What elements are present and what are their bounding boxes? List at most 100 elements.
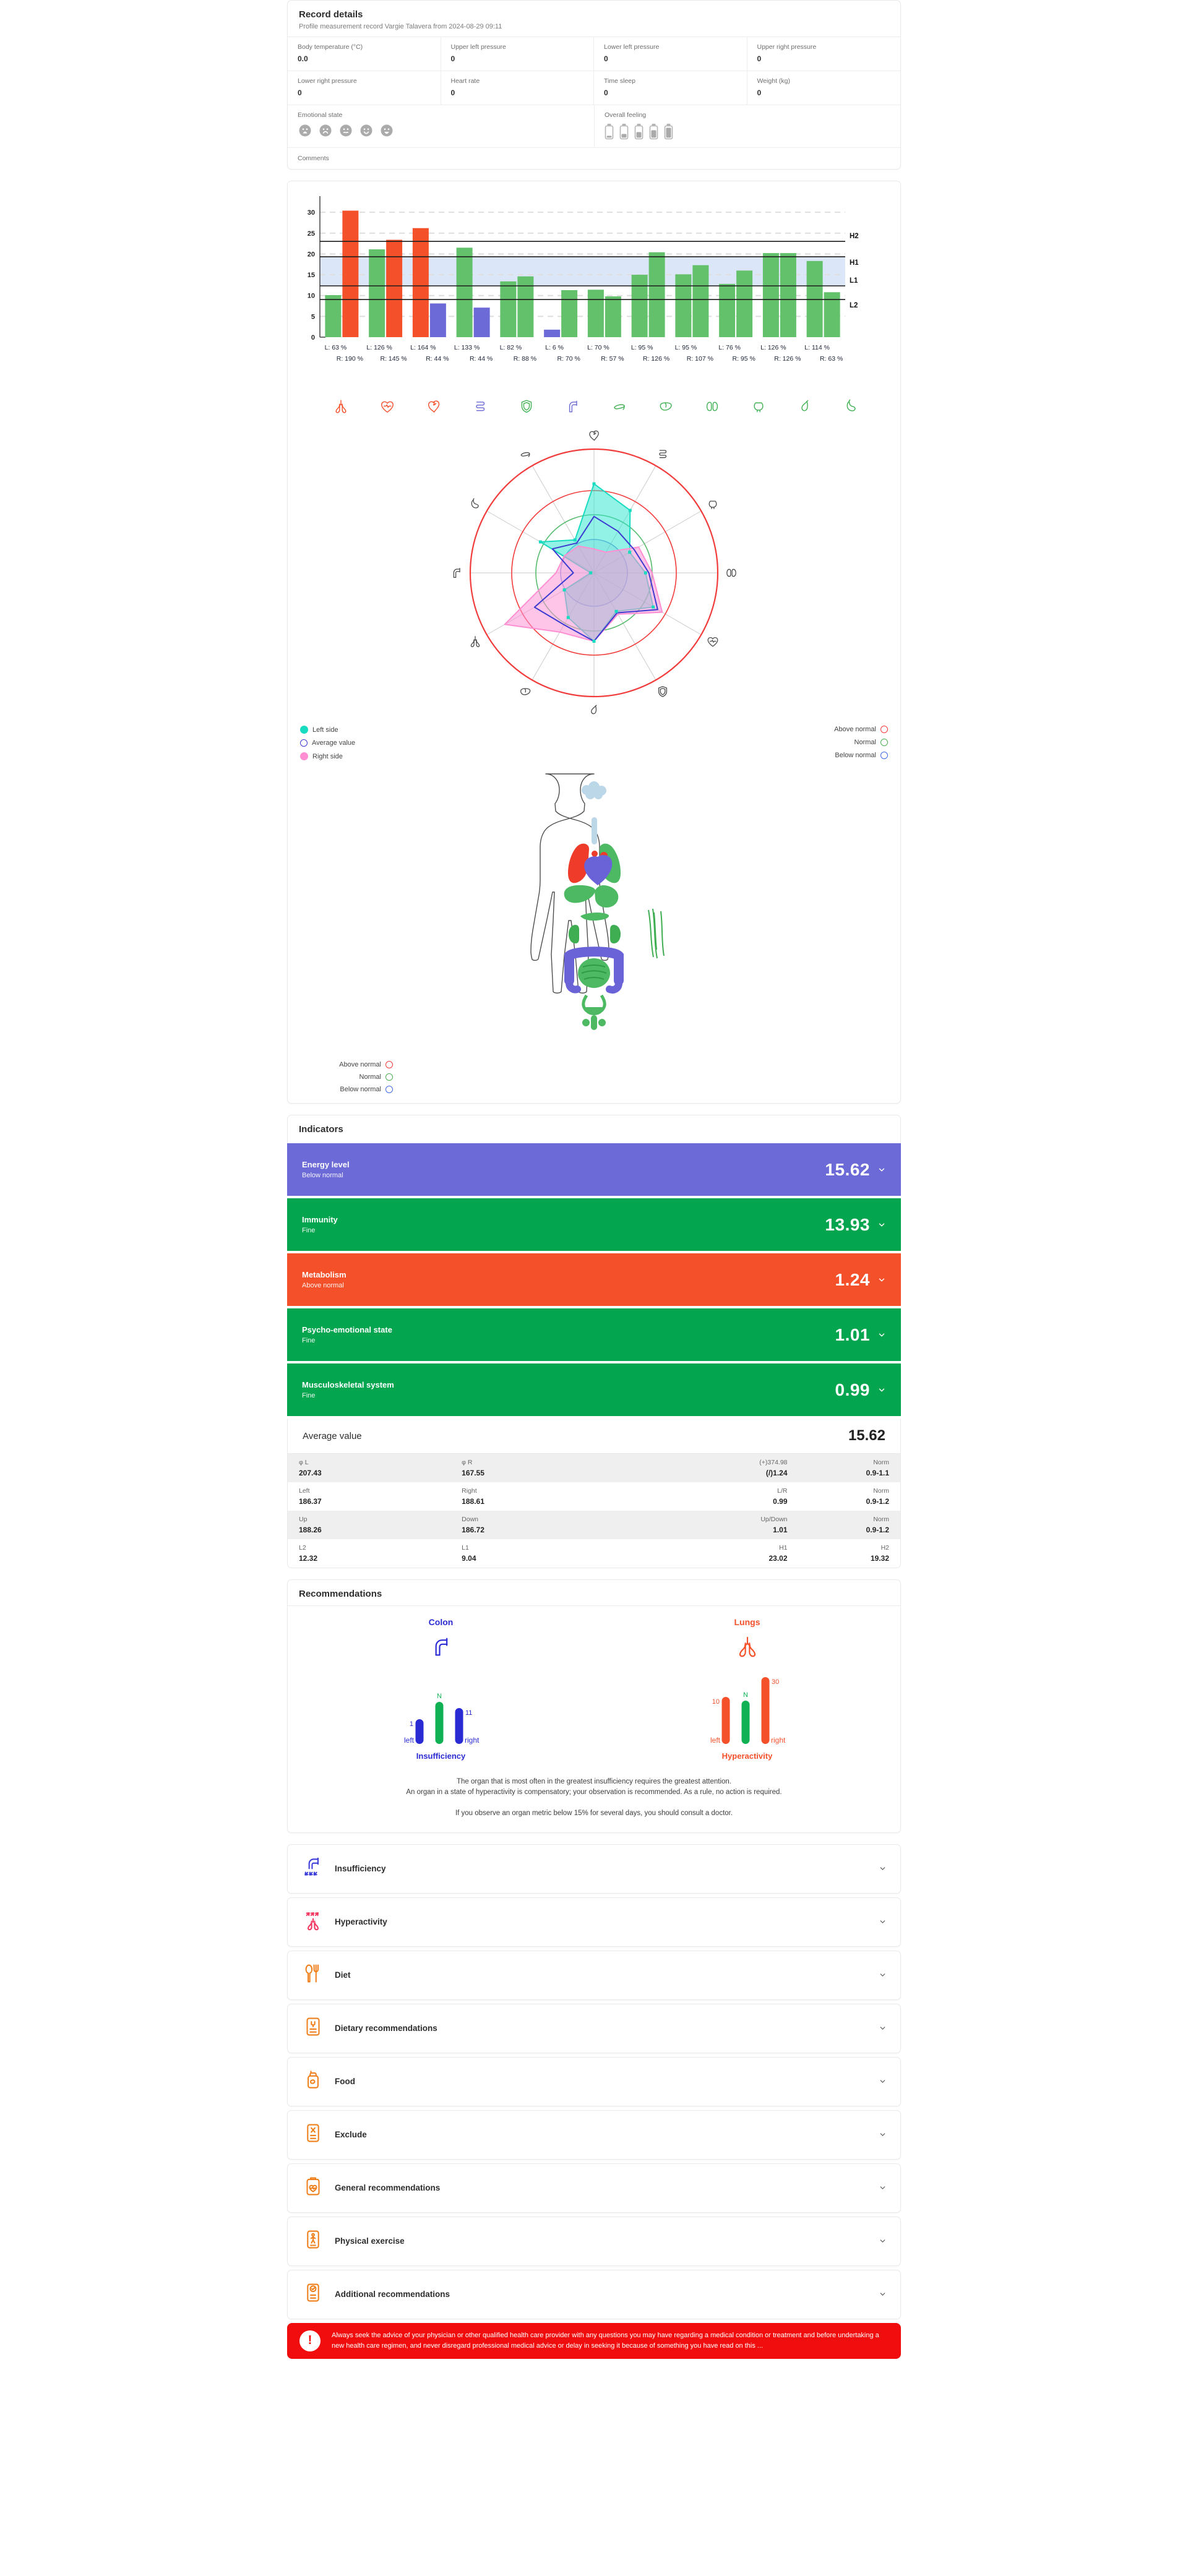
- bar-left-gallbladder: [762, 253, 779, 337]
- svg-text:L: 6 %: L: 6 %: [545, 344, 564, 351]
- recommendations-card: Recommendations Colon 1 N 11 left right Insuff…: [287, 1579, 901, 1833]
- record-field: Time sleep 0: [594, 71, 747, 105]
- very-sad-face-icon[interactable]: [298, 123, 312, 138]
- confused-face-icon[interactable]: [338, 123, 353, 138]
- colon-icon: [435, 1638, 447, 1656]
- chevron-down-icon: [879, 1333, 885, 1336]
- svg-text:L: 133 %: L: 133 %: [454, 344, 480, 351]
- accordion-label: Dietary recommendations: [335, 2024, 437, 2033]
- stats-row: Left 186.37 Right 188.61 L/R 0.99 Norm 0.9-1.2: [299, 1487, 889, 1506]
- svg-text:R: 126 %: R: 126 %: [774, 355, 801, 363]
- svg-text:R: 63 %: R: 63 %: [820, 355, 843, 363]
- legend-ring: [880, 752, 888, 759]
- battery-55-icon[interactable]: [634, 123, 644, 140]
- legend-item: Right side: [300, 752, 355, 760]
- recommendation-accordion: Insufficiency Hyperactivity Diet Dietary re…: [287, 1844, 901, 2319]
- legend-item: Below normal: [300, 1086, 393, 1093]
- chevron-down-icon: [879, 1168, 885, 1171]
- legend-item: Below normal: [834, 752, 888, 759]
- accordion-label: Insufficiency: [335, 1864, 386, 1874]
- accordion-label: Additional recommendations: [335, 2290, 450, 2299]
- accordion-item-exclude[interactable]: Exclude: [287, 2110, 901, 2160]
- legend-ring: [880, 739, 888, 746]
- svg-text:15: 15: [308, 272, 315, 279]
- bladder-icon: [708, 500, 717, 509]
- indicator-row-musculoskeletal-system[interactable]: Musculoskeletal system Fine 0.99: [287, 1363, 901, 1416]
- bar-right-stomach: [824, 292, 840, 337]
- accordion-label: Food: [335, 2077, 355, 2087]
- accordion-item-dietary-recommendations[interactable]: Dietary recommendations: [287, 2003, 901, 2053]
- accordion-item-hyperactivity[interactable]: Hyperactivity: [287, 1897, 901, 1947]
- indicators-title: Indicators: [299, 1124, 343, 1135]
- battery-20-icon[interactable]: [605, 123, 614, 140]
- accordion-item-general-recommendations[interactable]: General recommendations: [287, 2163, 901, 2213]
- body-diagram: [530, 773, 665, 1030]
- accordion-item-food[interactable]: Food: [287, 2056, 901, 2106]
- record-fields-grid: Body temperature (°C) 0.0 Upper left press…: [288, 37, 900, 105]
- bladder-shape: [584, 1007, 604, 1015]
- comments-field[interactable]: Comments: [288, 147, 900, 169]
- chevron-down-icon: [880, 2293, 885, 2296]
- accordion-item-additional-recommendations[interactable]: Additional recommendations: [287, 2269, 901, 2319]
- radar-axis-intestine-icon: [656, 447, 669, 461]
- doc-exercise-icon: [307, 2230, 319, 2249]
- accordion-item-diet[interactable]: Diet: [287, 1950, 901, 2000]
- record-field: Upper left pressure 0: [441, 37, 594, 71]
- page-title: Record details: [299, 9, 363, 20]
- chevron-down-icon: [879, 1388, 885, 1391]
- cardio-icon: [589, 430, 599, 441]
- bar-right-bladder: [736, 270, 753, 337]
- organ-caption: Hyperactivity: [721, 1751, 773, 1761]
- record-field: Weight (kg) 0: [747, 71, 900, 105]
- chevron-down-icon: [879, 1278, 885, 1281]
- bar-left-liver: [631, 275, 648, 337]
- indicator-row-metabolism[interactable]: Metabolism Above normal 1.24: [287, 1253, 901, 1306]
- battery-75-icon[interactable]: [649, 123, 658, 140]
- accordion-item-insufficiency[interactable]: Insufficiency: [287, 1844, 901, 1894]
- organ-name: Colon: [428, 1617, 454, 1627]
- battery-100-icon[interactable]: [664, 123, 673, 140]
- record-field: Lower right pressure 0: [288, 71, 441, 105]
- sad-face-icon[interactable]: [318, 123, 333, 138]
- indicator-value: 15.62: [825, 1159, 870, 1179]
- bar-left-cardio: [412, 228, 429, 337]
- svg-text:5: 5: [311, 313, 315, 320]
- svg-text:10: 10: [308, 293, 315, 300]
- overall-feeling-rating[interactable]: [605, 123, 890, 140]
- doc-check-icon: [307, 2283, 319, 2302]
- accordion-label: Diet: [335, 1970, 351, 1980]
- kidneys-icon: [726, 569, 736, 577]
- gallbladder-icon: [591, 705, 597, 715]
- happy-face-icon[interactable]: [379, 123, 394, 138]
- svg-text:L: 63 %: L: 63 %: [325, 344, 347, 351]
- record-field: Lower left pressure 0: [594, 37, 747, 71]
- battery-40-icon[interactable]: [619, 123, 629, 140]
- organ-name: Lungs: [734, 1617, 760, 1627]
- svg-text:L: 126 %: L: 126 %: [366, 344, 392, 351]
- kidneys-icon: [689, 398, 735, 418]
- chevron-down-icon: [880, 2027, 885, 2030]
- accordion-item-physical-exercise[interactable]: Physical exercise: [287, 2216, 901, 2266]
- pancreas-icon: [613, 404, 625, 410]
- chevron-down-icon: [880, 1973, 885, 1977]
- bladder-icon: [753, 402, 764, 413]
- liver-shape: [564, 885, 595, 903]
- kidneys-icon: [706, 401, 718, 411]
- bar-left-heart: [369, 249, 385, 337]
- svg-text:left: left: [403, 1736, 414, 1745]
- feelings-row: Emotional state Overall feeling: [288, 105, 900, 147]
- svg-text:left: left: [710, 1736, 720, 1745]
- lungs-icon: [335, 400, 346, 413]
- body-diagram-legend: Above normal Normal Below normal: [288, 1058, 405, 1103]
- svg-text:10: 10: [712, 1698, 719, 1706]
- smile-face-icon[interactable]: [359, 123, 374, 138]
- bar-right-heart: [386, 239, 403, 337]
- indicator-row-immunity[interactable]: Immunity Fine 13.93: [287, 1198, 901, 1251]
- chevron-down-icon: [879, 1223, 885, 1226]
- indicator-row-psycho-emotional-state[interactable]: Psycho-emotional state Fine 1.01: [287, 1308, 901, 1361]
- accordion-label: Exclude: [335, 2130, 367, 2140]
- recommended-organ-lungs: Lungs 10 N 30 left right Hyperactivity: [594, 1617, 900, 1761]
- indicator-row-energy-level[interactable]: Energy level Below normal 15.62: [287, 1143, 901, 1196]
- emotional-state-rating[interactable]: [298, 123, 584, 138]
- doc-diet-icon: [306, 2017, 320, 2036]
